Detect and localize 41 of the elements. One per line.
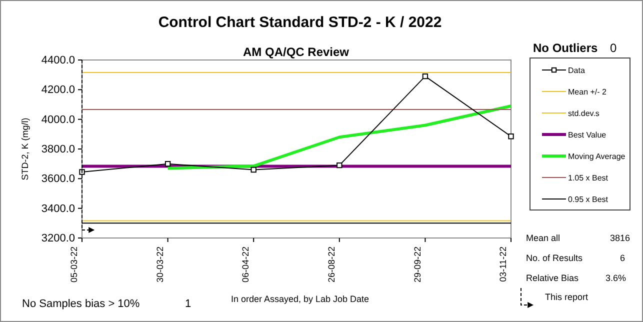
legend-label: 1.05 x Best <box>568 174 609 182</box>
point <box>250 166 256 173</box>
y-axis-title: STD-2, K (mg/l) <box>20 118 30 180</box>
text: No Outliers <box>533 41 598 55</box>
y-tick-label: 4400.0 <box>41 54 75 67</box>
x-tick-label: 06-04-22 <box>240 246 251 283</box>
legend-label: Data <box>568 66 586 75</box>
point <box>422 73 428 80</box>
x-tick-label: 05-03-22 <box>69 246 80 283</box>
point <box>508 134 514 140</box>
text: 1 <box>185 298 192 310</box>
legend-label: 0.95 x Best <box>568 195 609 204</box>
text: Relative Bias <box>526 273 580 283</box>
x-tick-label: 03-11-22 <box>498 246 508 282</box>
text: This report <box>545 292 589 302</box>
x-axis-title: In order Assayed, by Lab Job Date <box>230 294 370 304</box>
point <box>79 169 85 175</box>
text: No Samples bias > 10% <box>22 298 140 310</box>
y-tick-label: 3600.0 <box>41 173 75 186</box>
y-tick-label: 3200.0 <box>41 232 75 245</box>
text: 0 <box>610 41 617 55</box>
x-tick-label: 29-09-22 <box>412 246 422 283</box>
text: 3816 <box>610 233 630 243</box>
text: No. of Results <box>526 253 584 263</box>
text: 6 <box>620 253 625 263</box>
chart-subtitle: AM QA/QC Review <box>242 45 350 59</box>
chart-title: Control Chart Standard STD-2 - K / 2022 <box>158 14 442 31</box>
y-tick-label: 4000.0 <box>41 114 75 126</box>
y-tick-label: 3800.0 <box>41 144 75 156</box>
legend-label: std.dev.s <box>568 109 600 118</box>
y-tick-label: 4200.0 <box>41 84 75 96</box>
text: Mean all <box>526 233 560 243</box>
x-tick-label: 30-03-22 <box>154 246 165 283</box>
point <box>164 160 171 167</box>
y-tick-label: 3400.0 <box>41 202 75 215</box>
legend-label: Moving Average <box>568 152 626 161</box>
text: 3.6% <box>605 273 626 283</box>
x-tick-label: 26-08-22 <box>326 246 336 283</box>
point <box>336 162 342 168</box>
legend-label: Best Value <box>568 130 607 140</box>
legend-label: Mean +/- 2 <box>568 88 608 96</box>
